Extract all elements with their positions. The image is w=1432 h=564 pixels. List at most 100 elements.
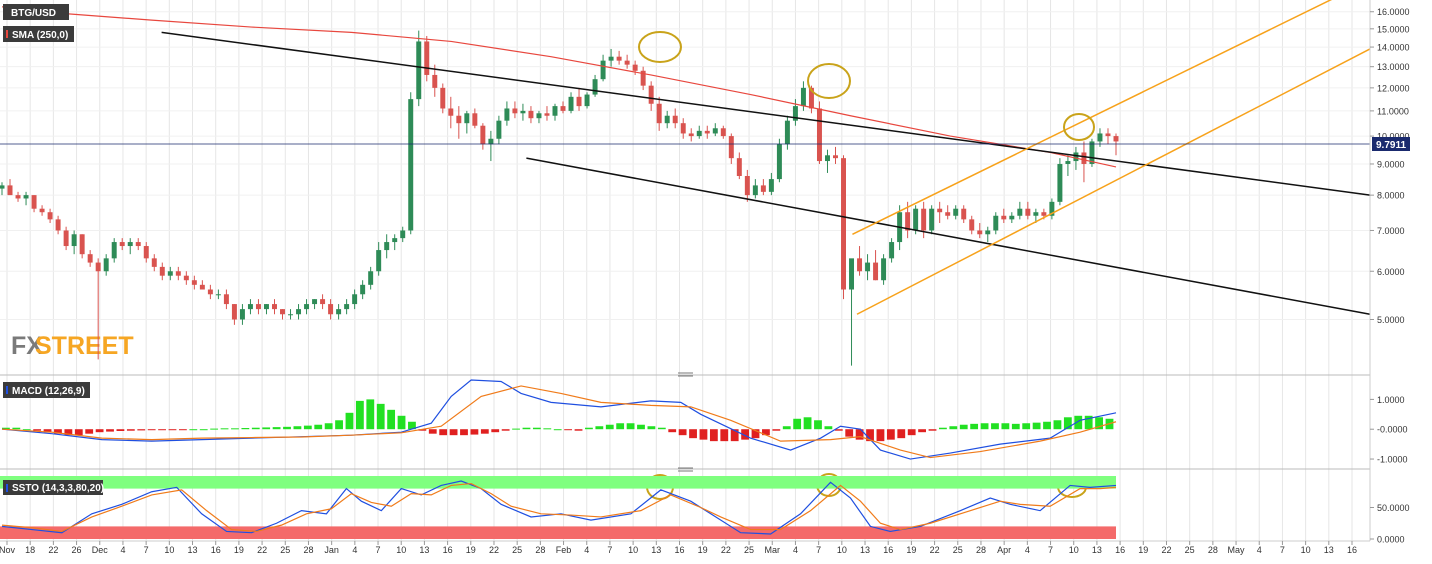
x-tick-label: Apr	[997, 545, 1011, 555]
candle-body	[79, 234, 85, 255]
macd-histogram-bar	[585, 427, 593, 430]
candle-body	[720, 128, 726, 137]
candle-body	[961, 208, 967, 220]
candle-body	[1081, 152, 1087, 164]
macd-histogram-bar	[751, 429, 760, 439]
candle-body	[215, 294, 221, 296]
macd-histogram-bar	[439, 429, 448, 436]
macd-histogram-bar	[470, 429, 479, 435]
macd-histogram-bar	[814, 420, 822, 430]
macd-histogram-bar	[147, 429, 156, 431]
candle-body	[312, 299, 318, 305]
candle-body	[1017, 208, 1023, 216]
candle-body	[15, 195, 21, 199]
macd-legend[interactable]: MACD (12,26,9)	[3, 382, 90, 398]
x-tick-label: 19	[234, 545, 244, 555]
macd-histogram-bar	[1084, 415, 1093, 430]
ssto-legend[interactable]: SSTO (14,3,3,80,20)	[3, 480, 104, 495]
candle-body	[456, 115, 462, 124]
macd-histogram-bar	[939, 427, 947, 430]
macd-histogram-bar	[355, 400, 364, 430]
candle-body	[263, 304, 269, 310]
candle-body	[993, 215, 999, 231]
x-tick-label: 19	[1138, 545, 1148, 555]
price-tick-label: 16.0000	[1377, 7, 1410, 17]
x-tick-label: 28	[1208, 545, 1218, 555]
x-tick-label: May	[1228, 545, 1246, 555]
x-tick-label: 7	[144, 545, 149, 555]
candle-body	[520, 110, 526, 114]
ssto-oversold-zone	[0, 526, 1116, 539]
macd-histogram-bar	[876, 429, 885, 442]
x-tick-label: 19	[466, 545, 476, 555]
x-tick-label: 16	[211, 545, 221, 555]
macd-histogram-bar	[22, 429, 31, 431]
trend-line	[856, 48, 1371, 315]
candle-body	[360, 284, 366, 295]
macd-histogram-bar	[12, 427, 21, 430]
macd-histogram-bar	[605, 424, 614, 430]
macd-histogram-bar	[980, 423, 989, 430]
ssto-axis: 50.0000 0.0000	[1370, 503, 1410, 545]
x-tick-label: 22	[930, 545, 940, 555]
candle-body	[760, 185, 766, 192]
macd-histogram-bar	[574, 429, 583, 431]
x-tick-label: 13	[651, 545, 661, 555]
candle-body	[921, 208, 927, 231]
ssto-overbought-zone	[0, 476, 1116, 489]
macd-histogram-bar	[918, 429, 926, 433]
candle-body	[696, 130, 702, 137]
macd-histogram-bar	[834, 429, 843, 431]
macd-histogram-bar	[991, 423, 999, 430]
x-tick-label: 7	[607, 545, 612, 555]
watermark-fx: FX	[11, 332, 43, 360]
x-tick-label: 28	[535, 545, 545, 555]
x-tick-label: 4	[120, 545, 125, 555]
macd-histogram-bar	[1095, 417, 1103, 430]
macd-histogram-bar	[74, 429, 83, 436]
candle-body	[656, 103, 662, 124]
x-tick-label: 22	[489, 545, 499, 555]
candle-body	[191, 280, 197, 285]
macd-tick-label: -0.0000	[1377, 425, 1408, 435]
symbol-legend[interactable]: BTG/USD	[3, 4, 69, 20]
x-tick-label: 13	[1324, 545, 1334, 555]
macd-histogram-bar	[199, 429, 208, 431]
candle-body	[576, 96, 582, 107]
macd-histogram-bar	[95, 429, 104, 433]
macd-histogram-bar	[637, 424, 645, 430]
macd-histogram-bar	[366, 399, 375, 430]
x-tick-label: 13	[860, 545, 870, 555]
price-tick-label: 5.0000	[1377, 315, 1405, 325]
macd-histogram-bar	[324, 423, 333, 430]
candle-body	[71, 234, 77, 247]
macd-histogram-bar	[158, 429, 166, 431]
candle-body	[776, 144, 782, 180]
candle-body	[937, 208, 943, 213]
candle-body	[464, 113, 470, 124]
candle-body	[800, 87, 806, 107]
x-tick-label: 16	[1347, 545, 1357, 555]
macd-histogram-bar	[699, 429, 708, 440]
candle-body	[648, 85, 654, 104]
panel-resize-handle-ssto[interactable]	[678, 467, 693, 472]
macd-histogram-bar	[845, 429, 854, 437]
ssto-k-line	[1, 480, 1117, 535]
macd-histogram-bar	[647, 426, 656, 430]
x-tick-label: 7	[376, 545, 381, 555]
candle-body	[1105, 133, 1111, 137]
candle-body	[344, 304, 350, 310]
ssto-d-line	[1, 482, 1117, 533]
candle-body	[328, 304, 334, 315]
ssto-tick-label: 0.0000	[1377, 535, 1405, 545]
macd-histogram-bar	[782, 426, 791, 430]
candle-body	[977, 230, 983, 235]
sma-legend[interactable]: SMA (250,0)	[3, 26, 74, 42]
candle-body	[985, 230, 991, 235]
candle-body	[63, 230, 69, 247]
watermark-street: STREET	[35, 332, 134, 360]
panel-resize-handle-macd[interactable]	[678, 372, 693, 377]
x-tick-label: 4	[793, 545, 798, 555]
